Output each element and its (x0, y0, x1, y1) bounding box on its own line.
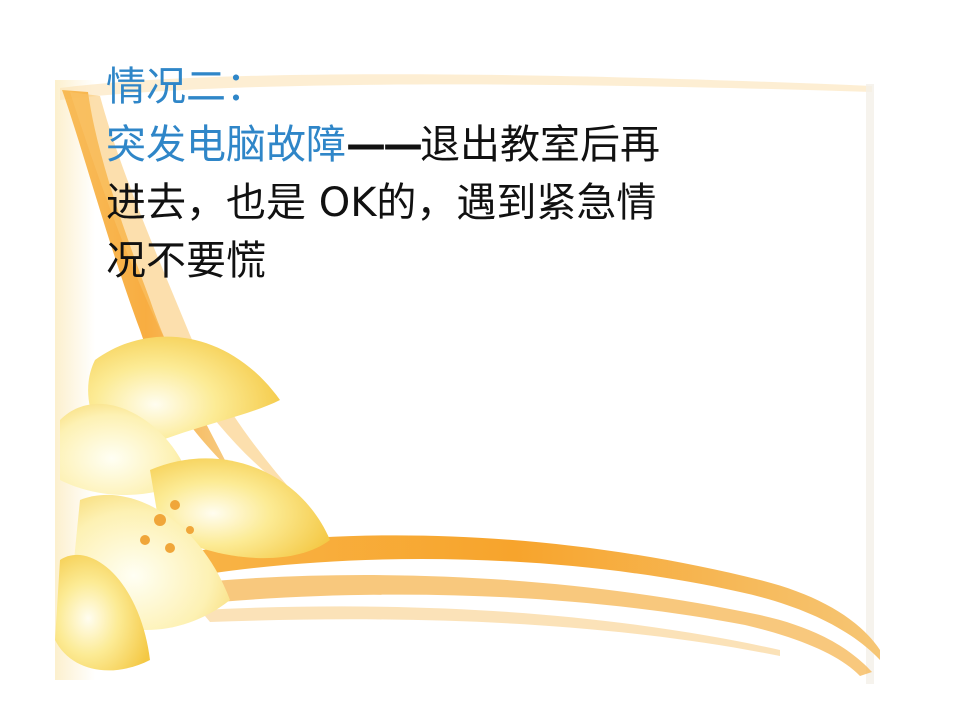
body-line-2: 进去，也是 OK的，遇到紧急情 (106, 180, 657, 226)
em-dash: —— (346, 122, 423, 168)
heading-text: 情况二： (106, 64, 266, 110)
topic-text: 突发电脑故障 (106, 122, 346, 168)
body-line-3: 况不要慌 (106, 238, 266, 284)
slide-text: 情况二： 突发电脑故障——退出教室后再 进去，也是 OK的，遇到紧急情 况不要慌 (106, 58, 866, 290)
body-text-1: 退出教室后再 (420, 122, 660, 168)
lily-flower (55, 336, 330, 671)
heading-line: 情况二： (106, 58, 866, 116)
body-line-1: 突发电脑故障——退出教室后再 (106, 116, 866, 174)
